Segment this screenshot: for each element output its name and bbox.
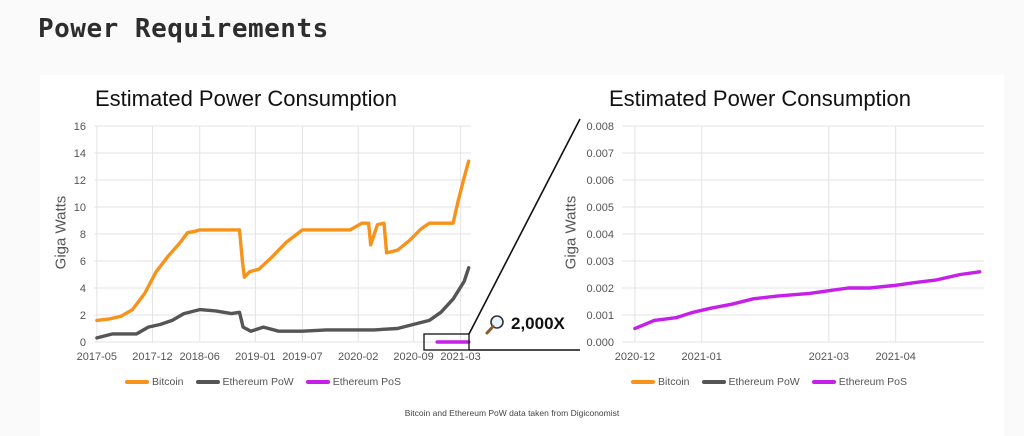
y-tick-label: 0.000 [586,337,614,349]
y-tick-label: 0.001 [586,310,614,322]
x-tick-label: 2020-12 [615,351,655,363]
left-chart-title: Estimated Power Consumption [95,86,398,111]
legend-item-ethereum-pow: Ethereum PoW [195,376,294,388]
legend-swatch-ethereum-pow [701,380,726,384]
magnifier-icon [485,315,504,335]
legend-label: Ethereum PoW [222,376,294,388]
legend-item-bitcoin: Bitcoin [125,376,184,388]
y-tick-label: 0.005 [586,202,614,214]
figure-panel [40,75,1004,436]
x-tick-label: 2021-01 [682,351,722,363]
y-tick-label: 16 [74,121,86,133]
legend-swatch-ethereum-pos [305,380,330,384]
x-tick-label: 2019-01 [235,351,275,363]
x-tick-label: 2020-02 [338,351,378,363]
right-chart-title: Estimated Power Consumption [609,86,912,111]
y-tick-label: 4 [80,283,86,295]
legend-label: Ethereum PoS [332,376,402,388]
right-legend: Bitcoin Ethereum PoW Ethereum PoS [631,376,907,388]
x-tick-label: 2020-09 [393,351,433,363]
series-line-bitcoin [95,159,471,323]
legend-item-bitcoin: Bitcoin [631,376,690,388]
zoom-factor-label: 2,000X [511,314,565,333]
source-footnote: Bitcoin and Ethereum PoW data taken from… [404,408,620,418]
y-tick-label: 0.003 [586,256,614,268]
series-line-ethereum-pos [633,270,982,331]
legend-item-ethereum-pow: Ethereum PoW [701,376,800,388]
legend-label: Bitcoin [152,376,184,388]
y-tick-label: 0.006 [586,175,614,187]
left-y-axis-title: Giga Watts [52,195,70,270]
right-chart: 0.000 0.001 0.002 0.003 0.004 0.005 0.006 0.007… [586,121,984,363]
legend-label: Ethereum PoS [838,376,908,388]
y-tick-label: 12 [74,175,86,187]
y-tick-label: 10 [74,202,86,214]
y-tick-label: 0.007 [586,148,614,160]
y-tick-label: 8 [80,229,86,241]
series-line-ethereum-pow [95,266,471,340]
x-tick-label: 2021-04 [875,351,915,363]
zoom-box [423,333,470,351]
x-tick-label: 2017-05 [77,351,117,363]
legend-swatch-ethereum-pow [195,380,220,384]
zoom-connector [423,118,581,351]
zoom-line-top [468,118,581,335]
y-tick-label: 0.008 [586,121,614,133]
legend-label: Bitcoin [658,376,690,388]
y-tick-label: 2 [80,310,86,322]
right-y-axis-title: Giga Watts [562,195,580,270]
y-tick-label: 14 [74,148,86,160]
legend-item-ethereum-pos: Ethereum PoS [305,376,402,388]
x-tick-label: 2018-06 [180,351,220,363]
legend-label: Ethereum PoW [728,376,800,388]
legend-swatch-bitcoin [631,380,655,384]
page-title: Power Requirements [38,14,329,44]
left-legend: Bitcoin Ethereum PoW Ethereum PoS [125,376,401,388]
y-tick-label: 6 [80,256,86,268]
y-tick-label: 0.004 [586,229,614,241]
legend-swatch-ethereum-pos [811,380,836,384]
legend-swatch-bitcoin [125,380,149,384]
legend-item-ethereum-pos: Ethereum PoS [811,376,908,388]
y-tick-label: 0 [80,337,86,349]
x-tick-label: 2021-03 [809,351,849,363]
x-tick-label: 2019-07 [282,351,322,363]
x-tick-label: 2021-03 [440,351,480,363]
left-chart: 0 2 4 6 8 10 12 14 16 2017-05 2017-12 2018-06 2019-0… [74,121,481,363]
y-tick-label: 0.002 [586,283,614,295]
x-tick-label: 2017-12 [132,351,172,363]
